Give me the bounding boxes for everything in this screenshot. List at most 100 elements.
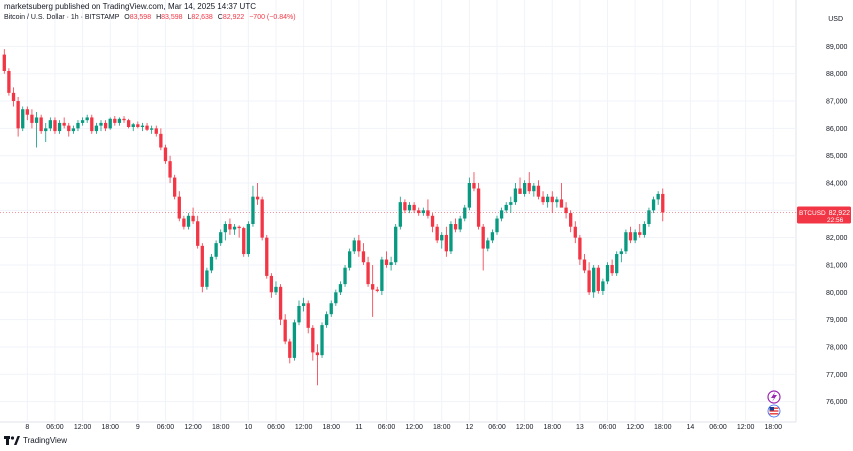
candle[interactable] (366, 256, 370, 287)
candle[interactable] (7, 68, 11, 96)
candle[interactable] (375, 286, 379, 293)
candle[interactable] (62, 117, 66, 129)
candle[interactable] (16, 96, 20, 137)
candle[interactable] (301, 297, 306, 312)
symbol-name[interactable]: Bitcoin / U.S. Dollar · 1h · BITSTAMP (4, 14, 120, 21)
candle[interactable] (186, 213, 191, 230)
candle[interactable] (274, 281, 278, 296)
candle[interactable] (11, 87, 16, 107)
candle[interactable] (44, 122, 48, 143)
candle[interactable] (334, 289, 338, 306)
candle[interactable] (601, 278, 605, 296)
candle[interactable] (628, 226, 633, 244)
candle[interactable] (329, 300, 333, 317)
lightning-icon[interactable] (767, 390, 781, 404)
candle[interactable] (324, 311, 329, 328)
candle[interactable] (2, 49, 6, 74)
candle[interactable] (94, 122, 99, 134)
candle[interactable] (394, 224, 398, 265)
candle[interactable] (173, 174, 177, 200)
candle[interactable] (168, 155, 172, 184)
candle[interactable] (149, 125, 154, 134)
candle[interactable] (57, 120, 62, 134)
candle[interactable] (472, 172, 476, 192)
candle[interactable] (260, 196, 264, 241)
candle[interactable] (126, 118, 131, 129)
candle[interactable] (371, 264, 375, 317)
candle[interactable] (154, 125, 158, 137)
candle[interactable] (108, 117, 112, 130)
candle[interactable] (486, 237, 490, 252)
candle[interactable] (615, 251, 619, 276)
candle[interactable] (320, 322, 324, 358)
candle[interactable] (449, 221, 453, 255)
candle[interactable] (76, 120, 80, 132)
candle[interactable] (578, 234, 582, 265)
candle[interactable] (522, 180, 527, 197)
candle[interactable] (21, 106, 25, 132)
candle[interactable] (200, 243, 204, 293)
candle[interactable] (25, 106, 29, 121)
candle[interactable] (545, 193, 550, 208)
candle[interactable] (605, 262, 610, 285)
candle[interactable] (435, 224, 439, 244)
candle[interactable] (527, 172, 531, 194)
candle[interactable] (467, 177, 472, 211)
candle[interactable] (417, 207, 421, 216)
candle[interactable] (71, 125, 76, 134)
candle[interactable] (288, 338, 292, 364)
candle[interactable] (453, 218, 458, 233)
candle[interactable] (504, 202, 508, 214)
candle[interactable] (403, 199, 407, 214)
candle[interactable] (573, 221, 577, 244)
candle[interactable] (255, 183, 260, 205)
candle[interactable] (311, 325, 315, 361)
time-axis[interactable]: 8 06:00 12:00 18:00 9 06:00 12:00 18:00 10 06:00 1… (25, 424, 782, 431)
candle[interactable] (357, 234, 361, 257)
candle[interactable] (499, 207, 504, 222)
candle[interactable] (661, 188, 665, 222)
candle[interactable] (587, 262, 591, 296)
price-axis[interactable]: 89,00088,00087,00086,00085,00084,00083,0… (826, 44, 848, 406)
candles-layer[interactable] (2, 49, 665, 386)
candle[interactable] (99, 120, 103, 132)
candle[interactable] (265, 234, 269, 279)
candle[interactable] (361, 243, 366, 265)
candle[interactable] (196, 215, 200, 249)
candle[interactable] (338, 281, 343, 296)
candle[interactable] (463, 204, 467, 222)
candle[interactable] (53, 117, 57, 134)
candle[interactable] (559, 183, 564, 208)
candle[interactable] (476, 183, 481, 230)
candle[interactable] (380, 256, 384, 296)
candle[interactable] (251, 185, 255, 227)
candle[interactable] (596, 264, 600, 294)
candle[interactable] (352, 237, 356, 255)
candle[interactable] (122, 116, 126, 123)
candle[interactable] (117, 117, 122, 126)
candle[interactable] (80, 117, 85, 126)
candle[interactable] (113, 116, 117, 126)
candle[interactable] (582, 254, 587, 274)
candle[interactable] (269, 273, 274, 298)
candle[interactable] (103, 120, 108, 132)
candle[interactable] (177, 191, 181, 222)
candle[interactable] (39, 114, 43, 134)
candle[interactable] (205, 267, 209, 290)
candle[interactable] (48, 117, 53, 132)
symbol-legend[interactable]: Bitcoin / U.S. Dollar · 1h · BITSTAMP O8… (4, 14, 296, 21)
candle[interactable] (140, 122, 145, 132)
candle[interactable] (182, 215, 186, 230)
candle[interactable] (283, 314, 287, 345)
candle[interactable] (426, 199, 430, 219)
candle[interactable] (228, 218, 232, 235)
candle[interactable] (30, 109, 34, 129)
candle[interactable] (159, 128, 163, 151)
candle[interactable] (430, 213, 435, 233)
candle[interactable] (656, 191, 660, 205)
candle[interactable] (209, 254, 214, 274)
candle[interactable] (163, 144, 168, 164)
candle[interactable] (647, 207, 651, 227)
candle[interactable] (569, 210, 573, 233)
candle[interactable] (407, 202, 412, 214)
